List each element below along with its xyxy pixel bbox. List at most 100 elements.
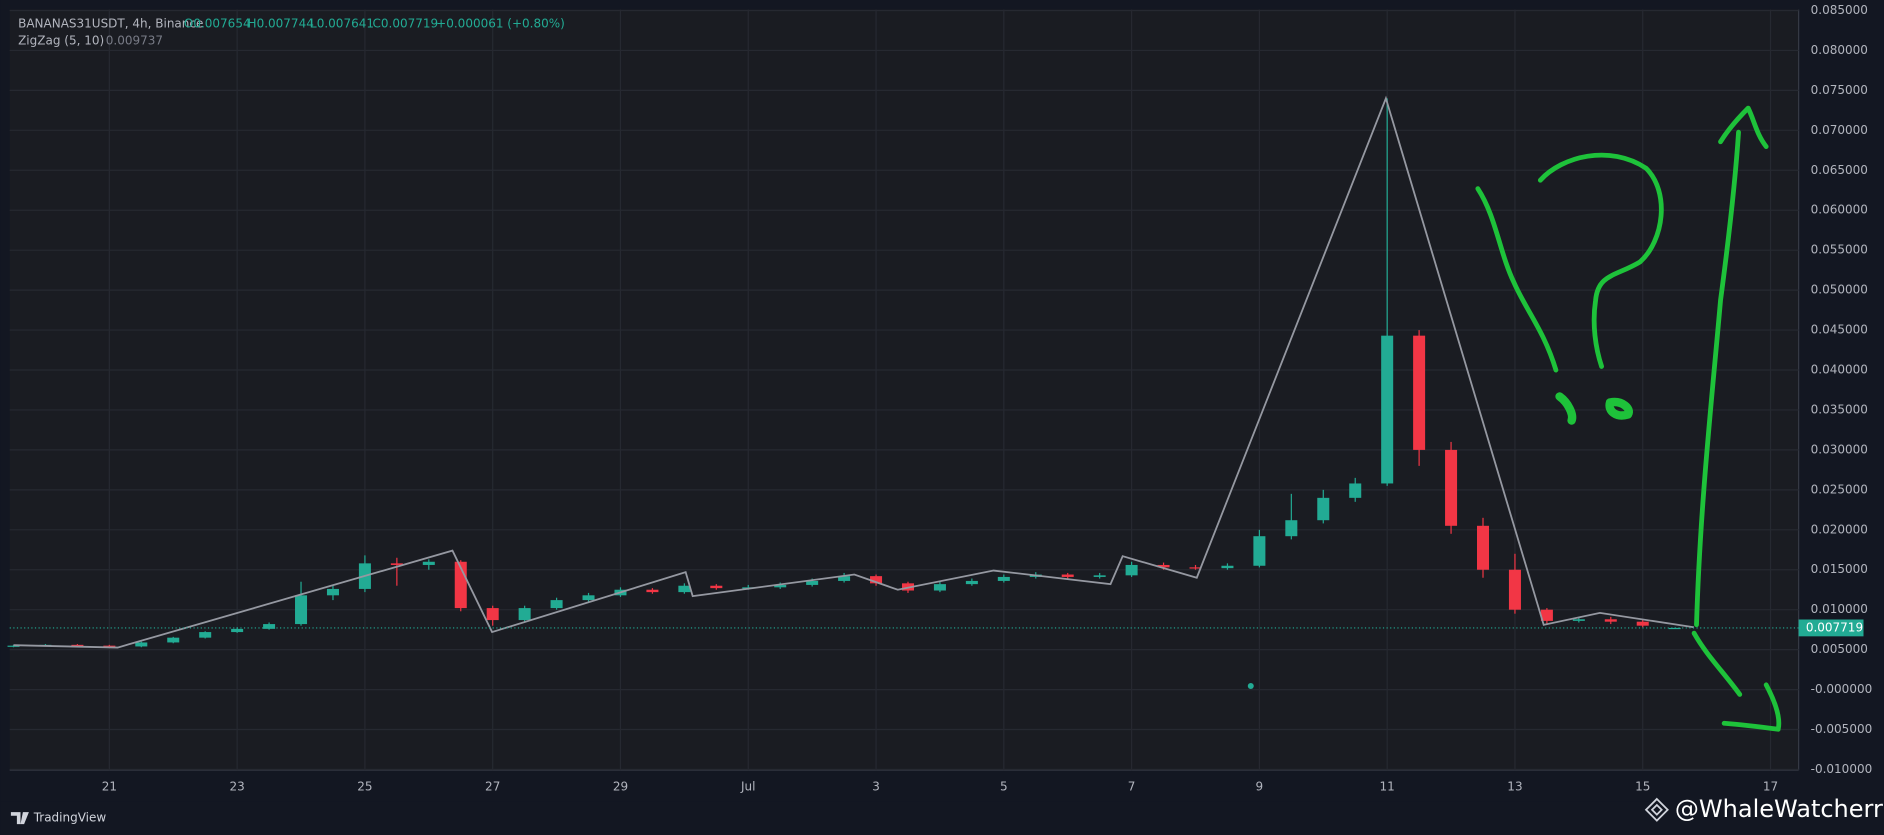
candle-body	[1445, 449, 1458, 526]
x-tick-label: 17	[1763, 779, 1778, 793]
plot-area	[9, 9, 1799, 771]
x-tick-label: 5	[1000, 779, 1008, 793]
last-price-tag	[1798, 619, 1864, 637]
brand-logo	[10, 812, 29, 825]
drawn-stroke	[1475, 186, 1559, 373]
y-tick-label: 0.030000	[1811, 442, 1868, 456]
drawn-dots	[1555, 392, 1633, 425]
ohlc-low: L0.007641	[310, 17, 374, 31]
candle-body	[1381, 335, 1394, 484]
zigzag-line	[13, 95, 1694, 649]
x-tick-label: 29	[613, 779, 628, 793]
candle-body	[1125, 564, 1138, 576]
y-tick-label: 0.085000	[1811, 3, 1868, 17]
candle-body	[295, 595, 308, 625]
candle-body	[997, 576, 1010, 581]
candle-body	[1061, 574, 1074, 577]
x-tick-label: 23	[229, 779, 244, 793]
brand: TradingView	[33, 811, 107, 825]
x-tick-label: 27	[485, 779, 500, 793]
candle-body	[486, 608, 499, 621]
candle-body	[1476, 525, 1490, 570]
indicator-name: ZigZag (5, 10)	[18, 33, 104, 47]
candle-body	[646, 589, 659, 593]
candle-body	[390, 563, 403, 565]
candle-body	[1285, 520, 1298, 537]
y-tick-label: 0.065000	[1811, 163, 1868, 177]
candle-body	[965, 580, 978, 585]
last-price-label: 0.007719	[1806, 620, 1863, 634]
candle-body	[1189, 567, 1202, 569]
candle-body	[1157, 564, 1170, 568]
x-tick-label: 3	[872, 779, 880, 793]
x-tick-label: Jul	[740, 779, 755, 793]
candle-body	[263, 624, 276, 629]
y-tick-label: 0.005000	[1811, 642, 1868, 656]
y-tick-label: 0.010000	[1811, 602, 1868, 616]
candle-body	[1317, 497, 1330, 521]
candle-body	[933, 584, 946, 591]
candle-body	[103, 645, 116, 647]
y-tick-label: 0.035000	[1811, 402, 1868, 416]
hand-drawing	[1475, 105, 1782, 732]
candle-body	[550, 600, 563, 609]
drawn-up-arrow	[1694, 105, 1769, 628]
grid	[9, 9, 1799, 771]
candle-body	[167, 637, 180, 643]
y-tick-label: 0.050000	[1811, 283, 1868, 297]
candle-body	[1540, 609, 1553, 621]
y-tick-label: -0.005000	[1811, 722, 1873, 736]
x-tick-label: 9	[1256, 779, 1264, 793]
symbol: BANANAS31USDT, 4h, Binance	[18, 17, 203, 31]
y-tick-label: 0.080000	[1811, 43, 1868, 57]
footer-bar	[0, 801, 1884, 835]
x-tick-label: 7	[1128, 779, 1136, 793]
y-tick-label: 0.045000	[1811, 323, 1868, 337]
candle-body	[1349, 483, 1362, 498]
y-tick-label: 0.015000	[1811, 562, 1868, 576]
y-tick-label: 0.070000	[1811, 123, 1868, 137]
x-tick-label: 11	[1380, 779, 1395, 793]
y-tick-label: -0.000000	[1811, 682, 1873, 696]
watermark-icon	[1644, 797, 1669, 822]
candle-body	[1508, 569, 1521, 610]
candle-body	[582, 595, 595, 601]
candle-body	[678, 585, 691, 593]
candle-body	[231, 628, 244, 633]
x-tick-label: 13	[1507, 779, 1522, 793]
candle-body	[518, 608, 531, 621]
candle-body	[135, 642, 148, 647]
drawn-question	[1537, 152, 1664, 369]
y-tick-label: 0.060000	[1811, 203, 1868, 217]
x-tick-label: 15	[1635, 779, 1650, 793]
y-tick-label: 0.020000	[1811, 522, 1868, 536]
candle-body	[1413, 335, 1426, 450]
candle-body	[1253, 536, 1266, 566]
candle-body	[71, 644, 84, 647]
x-tick-label: 25	[357, 779, 372, 793]
y-tick-label: 0.075000	[1811, 83, 1868, 97]
watermark: @WhaleWatcherr	[1675, 795, 1883, 823]
candle-body	[1636, 621, 1649, 626]
ohlc-close: C0.007719	[373, 17, 439, 31]
ohlc-high: H0.007744	[248, 17, 314, 31]
y-tick-label: 0.025000	[1811, 482, 1868, 496]
candle-body	[1572, 619, 1585, 621]
candle-body	[838, 576, 851, 581]
labels: -0.010000 -0.005000 -0.000000 0.005000 0.010…	[102, 3, 1873, 793]
candle-body	[806, 580, 819, 585]
y-tick-label: 0.055000	[1811, 243, 1868, 257]
drawn-down-arrow	[1691, 630, 1782, 732]
indicator-value: 0.009737	[106, 33, 163, 47]
candle-body	[774, 584, 787, 588]
ohlc-change: +0.000061 (+0.80%)	[436, 17, 565, 31]
candle-body	[199, 632, 212, 638]
candle-body	[7, 645, 20, 647]
candle-body	[1668, 627, 1681, 630]
candle-body	[1221, 565, 1234, 569]
candle-body	[870, 576, 883, 584]
dot-marker	[1247, 683, 1254, 690]
y-tick-label: -0.010000	[1811, 762, 1873, 776]
